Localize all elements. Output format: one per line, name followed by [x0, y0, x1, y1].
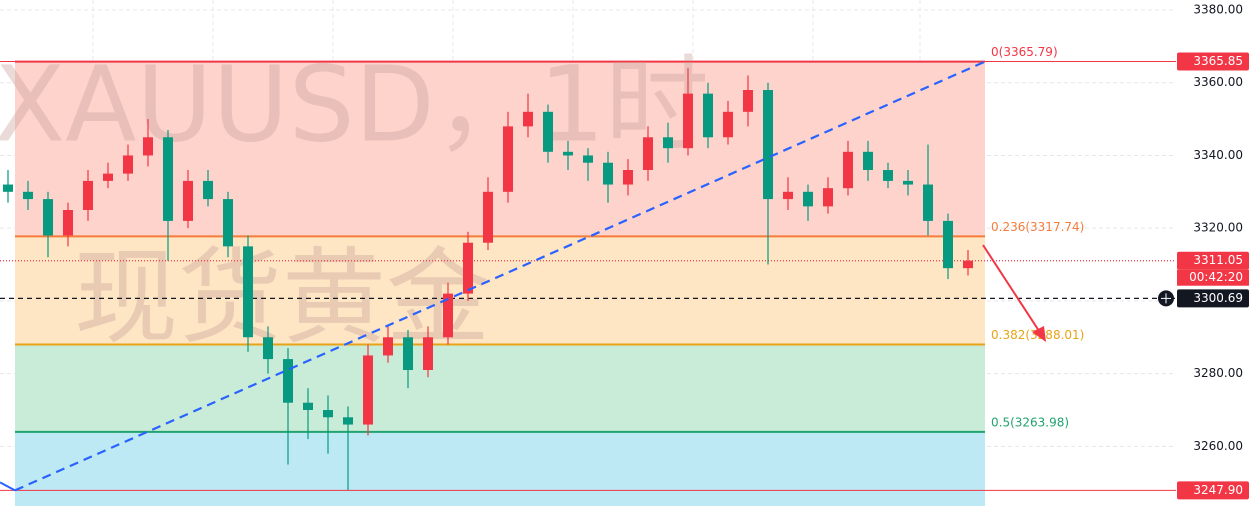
- candle-body: [3, 184, 13, 192]
- candle-body: [463, 242, 473, 294]
- fib-label: 0.236(3317.74): [991, 220, 1084, 234]
- candle-body: [603, 162, 613, 185]
- candle-body: [563, 151, 573, 156]
- candle-body: [143, 137, 153, 156]
- price-tag-label: 3365.85: [1193, 54, 1243, 68]
- watermark-symbol: XAUUSD，1时: [0, 43, 709, 165]
- trend-layer: [0, 60, 986, 492]
- price-tag: [1177, 481, 1249, 500]
- price-tag: [1177, 251, 1249, 270]
- countdown-label: 00:42:20: [1189, 270, 1243, 284]
- candle-body: [823, 188, 833, 207]
- candle-body: [963, 260, 973, 269]
- candle-body: [883, 170, 893, 181]
- candle-body: [223, 199, 233, 247]
- price-tag-label: 3247.90: [1193, 483, 1243, 497]
- fib-zone: [15, 431, 985, 506]
- y-tick-label: 3380.00: [1193, 3, 1243, 17]
- price-tag: [1177, 289, 1249, 308]
- arrow-shaft: [982, 244, 1042, 335]
- axis-layer: 3260.003280.003300.003320.003340.003360.…: [1158, 3, 1249, 500]
- watermark-name: 现货黄金: [74, 236, 490, 358]
- candle-body: [263, 337, 273, 360]
- candle-body: [763, 90, 773, 200]
- candle-body: [443, 293, 453, 338]
- y-tick-label: 3320.00: [1193, 221, 1243, 235]
- fib-layer: 0(3365.79)0.236(3317.74)0.382(3288.01)0.…: [15, 45, 1084, 506]
- candle-body: [283, 359, 293, 403]
- candle-body: [63, 210, 73, 236]
- candle-body: [803, 191, 813, 207]
- arrow-head: [1032, 326, 1046, 342]
- candle-body: [743, 90, 753, 112]
- trend-line-stub: [0, 481, 16, 492]
- candle-body: [403, 337, 413, 370]
- watermark-layer: XAUUSD，1时 现货黄金: [0, 43, 709, 358]
- candle-body: [123, 155, 133, 174]
- candle-body: [423, 337, 433, 370]
- y-tick-label: 3360.00: [1193, 75, 1243, 89]
- candle-layer: [3, 68, 973, 490]
- candle-body: [183, 180, 193, 221]
- candle-body: [783, 191, 793, 200]
- price-tag-label: 3311.05: [1193, 253, 1243, 267]
- candle-body: [243, 246, 253, 338]
- candle-body: [843, 151, 853, 189]
- candle-body: [323, 410, 333, 418]
- y-tick-label: 3340.00: [1193, 148, 1243, 162]
- y-tick-label: 3260.00: [1193, 439, 1243, 453]
- candle-body: [943, 220, 953, 269]
- fib-label: 0.5(3263.98): [991, 415, 1069, 429]
- fib-zone: [15, 61, 985, 237]
- candle-body: [503, 126, 513, 192]
- y-tick-label: 3280.00: [1193, 366, 1243, 380]
- candle-body: [203, 180, 213, 200]
- trend-line: [14, 60, 986, 492]
- candle-body: [523, 111, 533, 127]
- fib-zone: [15, 344, 985, 432]
- projection-arrow: [982, 244, 1046, 342]
- price-tag-label: 3300.69: [1193, 291, 1243, 305]
- price-tag: [1177, 52, 1249, 71]
- candle-body: [383, 337, 393, 356]
- candle-body: [43, 199, 53, 236]
- fib-zone: [15, 236, 985, 345]
- candle-body: [83, 180, 93, 210]
- candle-body: [103, 173, 113, 181]
- candle-body: [303, 402, 313, 410]
- candle-body: [703, 93, 713, 138]
- candle-body: [903, 180, 913, 185]
- candle-body: [643, 137, 653, 170]
- candle-body: [23, 191, 33, 200]
- candle-body: [863, 151, 873, 170]
- candle-body: [483, 191, 493, 243]
- candle-body: [363, 355, 373, 425]
- candle-body: [343, 417, 353, 425]
- countdown-tag: [1177, 269, 1249, 286]
- candle-body: [683, 93, 693, 149]
- candle-body: [923, 184, 933, 221]
- candle-body: [623, 170, 633, 185]
- candle-body: [163, 137, 173, 221]
- price-line-layer: [0, 60, 1176, 491]
- candle-body: [663, 137, 673, 149]
- fib-label: 0(3365.79): [991, 45, 1058, 59]
- candle-body: [723, 111, 733, 138]
- candle-body: [543, 111, 553, 152]
- candle-body: [583, 155, 593, 163]
